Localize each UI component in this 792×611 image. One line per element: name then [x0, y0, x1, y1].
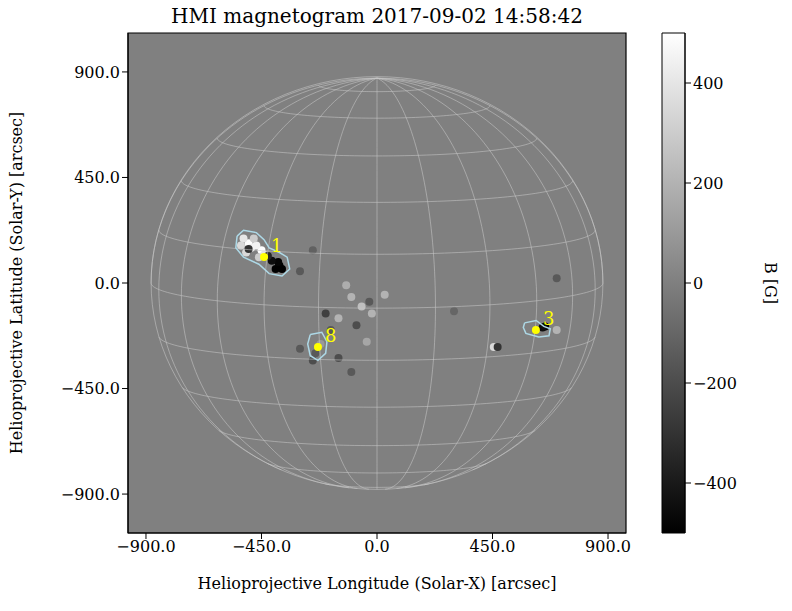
svg-text:400: 400 [693, 74, 724, 93]
svg-text:Helioprojective Longitude (Sol: Helioprojective Longitude (Solar-X) [arc… [198, 574, 557, 593]
svg-text:0: 0 [693, 274, 703, 293]
svg-text:−900.0: −900.0 [116, 537, 175, 556]
svg-text:0.0: 0.0 [364, 537, 389, 556]
svg-text:−900.0: −900.0 [61, 485, 120, 504]
html-text:B [G]: B [G] [760, 261, 780, 305]
svg-text:−450.0: −450.0 [232, 537, 291, 556]
svg-text:8: 8 [325, 325, 336, 346]
svg-text:900.0: 900.0 [74, 63, 120, 82]
svg-text:−400: −400 [693, 474, 737, 493]
svg-text:900.0: 900.0 [585, 537, 631, 556]
svg-text:1: 1 [271, 235, 282, 256]
svg-text:−200: −200 [693, 374, 737, 393]
svg-text:200: 200 [693, 174, 724, 193]
svg-text:0.0: 0.0 [95, 274, 120, 293]
svg-text:450.0: 450.0 [470, 537, 516, 556]
html-text:HMI magnetogram 2017-09-02 14:: HMI magnetogram 2017-09-02 14:58:42 [171, 4, 583, 28]
svg-text:450.0: 450.0 [74, 168, 120, 187]
svg-text:3: 3 [543, 308, 554, 329]
svg-text:Helioprojective Latitude (Sola: Helioprojective Latitude (Solar-Y) [arcs… [7, 112, 26, 455]
svg-text:−450.0: −450.0 [61, 379, 120, 398]
